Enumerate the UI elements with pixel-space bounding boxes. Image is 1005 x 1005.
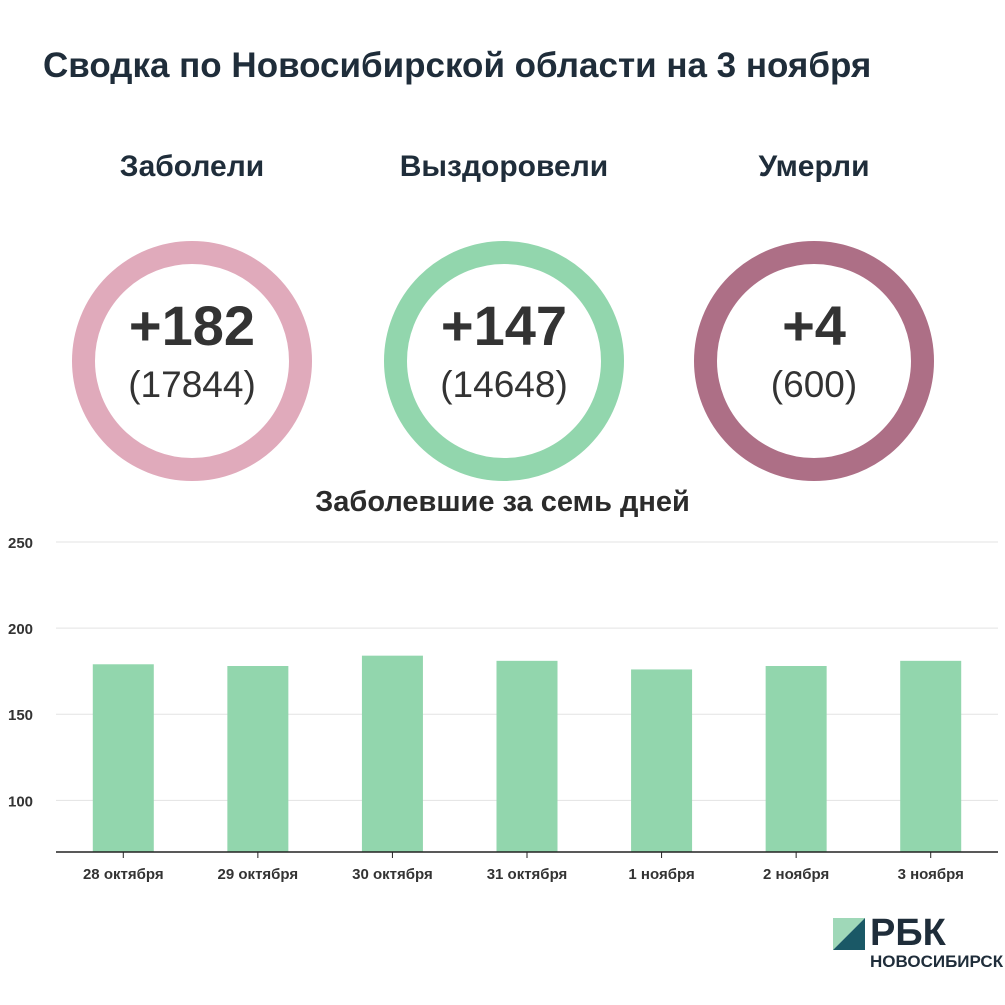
stat-total: (17844) xyxy=(128,364,256,405)
y-tick-label: 200 xyxy=(8,621,33,638)
chart-title: Заболевшие за семь дней xyxy=(315,486,690,518)
y-tick-label: 150 xyxy=(8,707,33,724)
stat-total: (14648) xyxy=(440,364,568,405)
bar xyxy=(92,664,154,852)
stat-delta: +182 xyxy=(128,294,256,357)
bar xyxy=(631,669,693,852)
x-tick-label: 2 ноября xyxy=(763,866,829,883)
x-tick-label: 29 октября xyxy=(218,866,299,883)
x-tick-label: 31 октября xyxy=(487,866,568,883)
stat-ring: +4 (600) xyxy=(694,241,934,481)
stat-label: Заболели xyxy=(119,150,265,183)
stat-deaths: Умерли +4 (600) xyxy=(684,145,944,481)
page-title: Сводка по Новосибирской области на 3 ноя… xyxy=(43,46,872,85)
stat-cases: Заболели +182 (17844) xyxy=(62,145,322,481)
stat-label: Умерли xyxy=(758,150,870,183)
y-tick-label: 250 xyxy=(8,535,33,552)
x-tick-label: 30 октября xyxy=(352,866,433,883)
x-tick-label: 1 ноября xyxy=(628,866,694,883)
rbc-logo: РБК НОВОСИБИРСК xyxy=(833,912,1004,974)
bar xyxy=(765,666,827,852)
stat-recovered: Выздоровели +147 (14648) xyxy=(374,145,634,481)
x-tick-label: 3 ноября xyxy=(898,866,964,883)
bar-chart: 100 150 200 250 28 октября 29 октября 30 октяб… xyxy=(8,535,998,883)
bar xyxy=(900,660,962,852)
y-tick-label: 100 xyxy=(8,793,33,810)
stat-ring: +182 (17844) xyxy=(72,241,312,481)
stat-ring: +147 (14648) xyxy=(384,241,624,481)
logo-name: РБК xyxy=(870,912,946,954)
stat-delta: +4 xyxy=(782,294,846,357)
logo-subtitle: НОВОСИБИРСК xyxy=(870,952,1004,971)
bar xyxy=(496,660,558,852)
bar xyxy=(361,655,423,852)
stat-delta: +147 xyxy=(440,294,568,357)
stat-total: (600) xyxy=(770,364,858,405)
x-tick-label: 28 октября xyxy=(83,866,164,883)
stat-label: Выздоровели xyxy=(399,150,609,183)
rbc-logo-mark-icon xyxy=(833,918,865,950)
bar xyxy=(227,666,289,852)
